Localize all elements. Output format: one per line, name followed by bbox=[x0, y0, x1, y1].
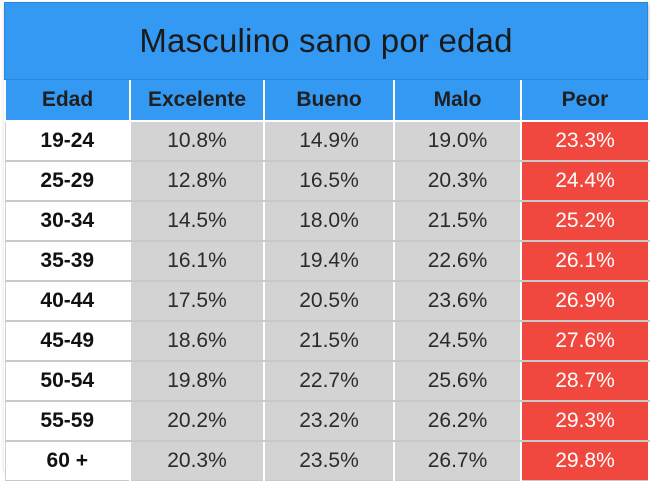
body-fat-table: Edad Excelente Bueno Malo Peor 19-24 10.8… bbox=[4, 80, 650, 481]
table-row: 25-29 12.8% 16.5% 20.3% 24.4% bbox=[4, 160, 650, 202]
table-row: 55-59 20.2% 23.2% 26.2% 29.3% bbox=[4, 400, 650, 442]
table-row: 60 +20.3% 23.5% 26.7% 29.8% bbox=[4, 440, 650, 481]
cell-bueno: 16.5% bbox=[263, 160, 395, 202]
table-row: 40-44 17.5% 20.5% 23.6% 26.9% bbox=[4, 280, 650, 322]
cell-edad: 60 + bbox=[4, 440, 131, 481]
column-header-excelente: Excelente bbox=[129, 80, 265, 122]
cell-bueno: 14.9% bbox=[263, 120, 395, 162]
table-row: 30-34 14.5% 18.0% 21.5% 25.2% bbox=[4, 200, 650, 242]
cell-excelente: 16.1% bbox=[129, 240, 265, 282]
cell-malo: 23.6% bbox=[393, 280, 522, 322]
cell-excelente: 14.5% bbox=[129, 200, 265, 242]
cell-peor: 27.6% bbox=[520, 320, 650, 362]
cell-malo: 20.3% bbox=[393, 160, 522, 202]
column-header-peor: Peor bbox=[520, 80, 650, 122]
cell-bueno: 23.2% bbox=[263, 400, 395, 442]
cell-malo: 25.6% bbox=[393, 360, 522, 402]
cell-bueno: 18.0% bbox=[263, 200, 395, 242]
cell-peor: 29.3% bbox=[520, 400, 650, 442]
body-fat-table-card: Masculino sano por edad Edad Excelente B… bbox=[4, 2, 650, 481]
table-row: 50-54 19.8% 22.7% 25.6% 28.7% bbox=[4, 360, 650, 402]
cell-edad: 25-29 bbox=[4, 160, 131, 202]
cell-edad: 40-44 bbox=[4, 280, 131, 322]
column-header-malo: Malo bbox=[393, 80, 522, 122]
cell-excelente: 20.3% bbox=[129, 440, 265, 481]
cell-bueno: 20.5% bbox=[263, 280, 395, 322]
table-row: 45-49 18.6% 21.5% 24.5% 27.6% bbox=[4, 320, 650, 362]
cell-peor: 26.1% bbox=[520, 240, 650, 282]
cell-excelente: 17.5% bbox=[129, 280, 265, 322]
cell-malo: 19.0% bbox=[393, 120, 522, 162]
cell-peor: 25.2% bbox=[520, 200, 650, 242]
cell-edad: 30-34 bbox=[4, 200, 131, 242]
cell-peor: 26.9% bbox=[520, 280, 650, 322]
cell-excelente: 12.8% bbox=[129, 160, 265, 202]
cell-peor: 28.7% bbox=[520, 360, 650, 402]
table-row: 35-39 16.1% 19.4% 22.6% 26.1% bbox=[4, 240, 650, 282]
cell-excelente: 18.6% bbox=[129, 320, 265, 362]
cell-excelente: 10.8% bbox=[129, 120, 265, 162]
cell-bueno: 19.4% bbox=[263, 240, 395, 282]
table-body: 19-24 10.8% 14.9% 19.0% 23.3% 25-29 12.8% 16.5%… bbox=[4, 120, 650, 481]
table-row: 19-24 10.8% 14.9% 19.0% 23.3% bbox=[4, 120, 650, 162]
cell-peor: 24.4% bbox=[520, 160, 650, 202]
table-title: Masculino sano por edad bbox=[4, 2, 648, 80]
cell-malo: 24.5% bbox=[393, 320, 522, 362]
cell-edad: 45-49 bbox=[4, 320, 131, 362]
cell-excelente: 20.2% bbox=[129, 400, 265, 442]
cell-edad: 19-24 bbox=[4, 120, 131, 162]
cell-edad: 55-59 bbox=[4, 400, 131, 442]
cell-edad: 50-54 bbox=[4, 360, 131, 402]
cell-malo: 22.6% bbox=[393, 240, 522, 282]
cell-malo: 26.2% bbox=[393, 400, 522, 442]
cell-bueno: 21.5% bbox=[263, 320, 395, 362]
cell-peor: 23.3% bbox=[520, 120, 650, 162]
cell-malo: 21.5% bbox=[393, 200, 522, 242]
cell-edad: 35-39 bbox=[4, 240, 131, 282]
column-header-bueno: Bueno bbox=[263, 80, 395, 122]
header-row: Edad Excelente Bueno Malo Peor bbox=[4, 80, 650, 122]
cell-peor: 29.8% bbox=[520, 440, 650, 481]
cell-excelente: 19.8% bbox=[129, 360, 265, 402]
column-header-edad: Edad bbox=[4, 80, 131, 122]
cell-bueno: 22.7% bbox=[263, 360, 395, 402]
cell-malo: 26.7% bbox=[393, 440, 522, 481]
